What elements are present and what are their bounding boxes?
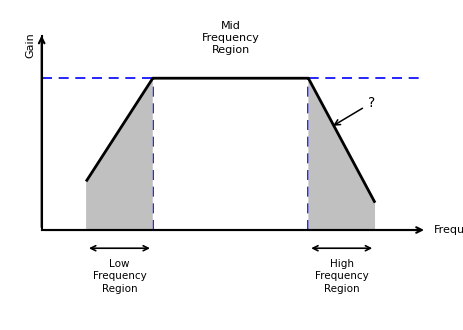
Text: Low
Frequency
Region: Low Frequency Region bbox=[93, 259, 146, 294]
Text: Mid
Frequency
Region: Mid Frequency Region bbox=[202, 20, 260, 55]
Polygon shape bbox=[86, 78, 153, 230]
Text: Frequency: Frequency bbox=[434, 225, 463, 235]
Text: High
Frequency
Region: High Frequency Region bbox=[315, 259, 369, 294]
Text: Gain: Gain bbox=[25, 32, 36, 58]
Polygon shape bbox=[308, 78, 375, 230]
Text: ?: ? bbox=[334, 96, 375, 125]
